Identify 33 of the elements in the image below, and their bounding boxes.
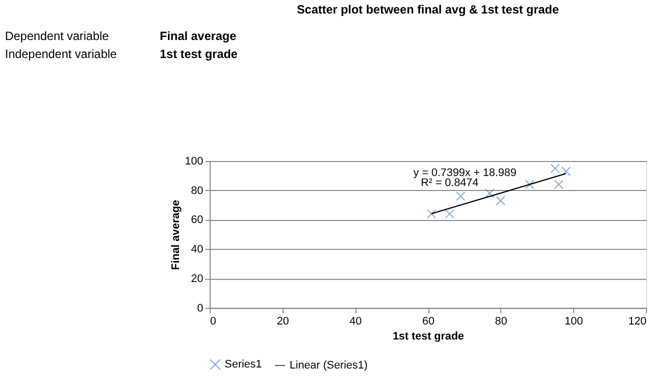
y-tick-label: 0	[197, 302, 204, 314]
chart-title: Scatter plot between final avg & 1st test grade	[296, 2, 560, 16]
y-tick-label: 40	[190, 244, 204, 256]
legend-label: Linear (Series1)	[290, 359, 368, 372]
text: 1st test grade	[160, 47, 238, 62]
point	[426, 209, 436, 219]
legend-label: Series1	[224, 358, 262, 370]
annotation: R² = 0.8474	[420, 177, 478, 190]
point	[456, 192, 466, 201]
annotation: y = 0.7399x + 18.989	[413, 166, 516, 179]
x-tick-label: 80	[494, 315, 508, 328]
point	[444, 209, 454, 219]
point	[524, 180, 534, 190]
x-axis-title: 1st test grade	[392, 330, 464, 342]
point	[561, 166, 571, 176]
point	[484, 188, 494, 198]
y-tick-label: 100	[184, 156, 204, 168]
x-tick-label: 0	[210, 315, 216, 328]
text: Independent variable	[4, 47, 118, 62]
text: Dependent variable	[4, 29, 110, 44]
point	[554, 180, 564, 190]
point	[550, 164, 560, 174]
y-tick-label: 60	[190, 214, 204, 226]
y-tick-label: 20	[190, 272, 204, 285]
y-tick-label: 80	[190, 184, 204, 197]
y-axis-title: Final average	[170, 200, 182, 270]
point	[496, 196, 506, 206]
x-tick-label: 60	[422, 315, 434, 328]
x-tick-label: 20	[276, 315, 290, 328]
x-tick-label: 120	[628, 315, 647, 328]
x-tick-label: 40	[350, 315, 362, 328]
text: Final average	[160, 29, 237, 44]
x-tick-label: 100	[564, 315, 583, 328]
